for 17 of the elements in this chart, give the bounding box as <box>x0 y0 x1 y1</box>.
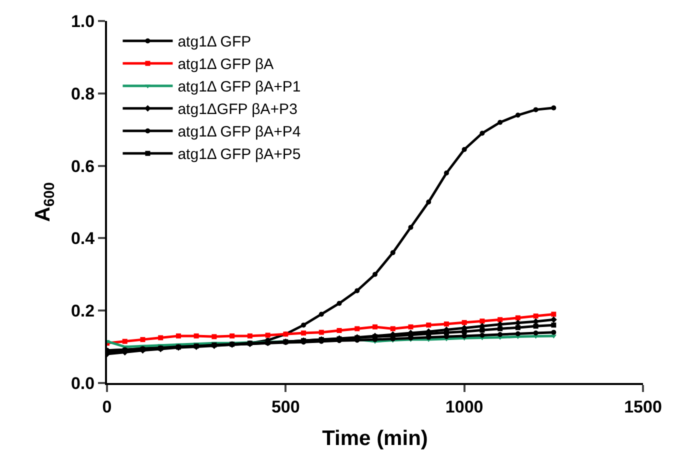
legend-label: atg1Δ GFP βA+P4 <box>178 124 301 141</box>
y-tick-label: 0.2 <box>70 302 95 321</box>
x-tick-label: 1500 <box>624 397 662 416</box>
legend-label: atg1Δ GFP βA <box>178 56 274 74</box>
y-tick-label: 0.6 <box>70 156 95 176</box>
y-tick-label: 0.4 <box>70 229 96 248</box>
x-tick-label: 0 <box>102 397 112 416</box>
x-tick-label: 500 <box>271 397 300 416</box>
x-tick-label: 1000 <box>445 397 484 416</box>
legend-label: atg1Δ GFP βA+P5 <box>178 146 301 164</box>
legend-label: atg1Δ GFP βA+P1 <box>178 78 301 96</box>
x-axis-title: Time (min) <box>322 427 428 450</box>
legend-label: atg1ΔGFP βA+P3 <box>178 101 298 118</box>
y-tick-label: 0.8 <box>70 84 95 104</box>
legend-label: atg1Δ GFP <box>178 34 252 51</box>
y-tick-label: 0.0 <box>70 374 95 393</box>
y-tick-label: 1.0 <box>70 12 95 31</box>
